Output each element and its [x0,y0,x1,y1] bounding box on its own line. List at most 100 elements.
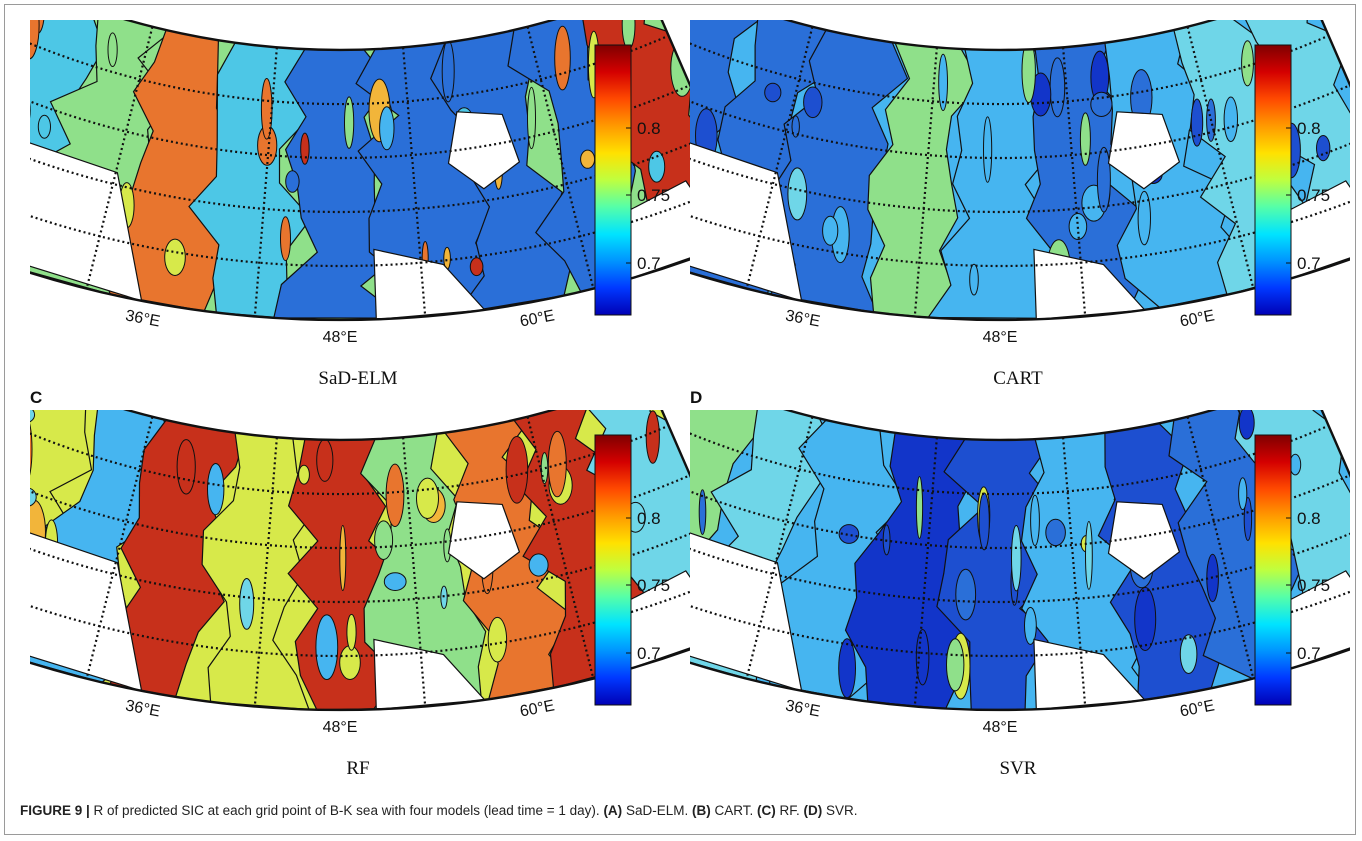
contour-blob [30,20,40,60]
contour-blob [554,25,571,91]
meridian-line [253,437,278,707]
meridian-line [1186,26,1255,289]
map-svg: 80°N78°N76°N74°N72°N70°N24°E36°E48°E60°E… [30,20,690,346]
latitude-line [690,474,1350,550]
latitude-line [30,142,690,214]
latitude-line [690,142,1350,214]
contour-blob [1241,40,1254,87]
contour-blob [527,86,536,150]
contour-blob [344,96,355,149]
longitude-label: 48°E [323,329,358,346]
land-mask [447,501,521,580]
contour-blob [698,489,707,535]
contour-blob [580,149,596,169]
map-svg: 80°N78°N76°N74°N72°N70°N24°E36°E48°E60°E… [690,20,1350,346]
contour-blob [441,40,455,103]
contour-blob [1238,477,1248,511]
contour-blob [260,78,273,140]
latitude-line [30,532,690,604]
contour-blob [764,82,782,103]
colorbar-tick-label: 0.75 [1297,186,1330,205]
contour-blob [300,132,310,165]
contour-blob [440,585,448,610]
panel-b: B 80°N78°N76°N74°N72°N70°N24°E36°E48°E60… [690,20,1350,400]
contour-blob [207,463,225,516]
longitude-label: 48°E [323,719,358,736]
contour-blob [1090,91,1113,118]
contour-blob [946,638,965,692]
contour-blob [1134,587,1157,651]
colorbar-gradient [1254,434,1292,706]
meridian-line [402,437,427,707]
model-title: SaD-ELM [318,368,398,389]
contour-blob [315,614,339,680]
colorbar: 0.8 0.75 0.7 [594,434,670,706]
meridian-line [253,47,278,317]
contour-blob [978,492,990,551]
contour-blob [30,410,36,425]
panel-c: C 80°N78°N76°N74°N72°N70°N24°E36°E48°E60… [30,388,690,790]
colorbar-gradient [594,44,632,316]
meridian-line [745,26,814,289]
contour-blob [316,438,334,482]
panel-d: D 80°N78°N76°N74°N72°N70°N24°E36°E48°E60… [690,388,1350,790]
contour-blob [983,116,993,183]
colorbar: 0.8 0.75 0.7 [594,44,670,316]
contour-field [30,20,690,320]
contour-blob [280,216,291,262]
contour-blob [838,638,857,699]
longitude-label: 36°E [784,307,821,330]
caption-tag-b: (B) [691,803,711,818]
contour-blob [339,645,361,681]
contour-blob [374,520,394,560]
caption-tag-d: (D) [803,803,823,818]
contour-blob [176,439,196,495]
colorbar-tick-label: 0.8 [637,119,661,138]
colorbar-gradient [594,434,632,706]
colorbar-tick-label: 0.7 [1297,254,1321,273]
contour-blob [30,416,33,482]
meridian-line [85,26,154,289]
contour-blob [955,568,977,621]
contour-blob [1030,494,1040,547]
colorbar-tick-label: 0.75 [1297,576,1330,595]
colorbar-tick-label: 0.8 [1297,509,1321,528]
colorbar-tick-label: 0.75 [637,186,670,205]
map-svg: 80°N78°N76°N74°N72°N70°N24°E36°E48°E60°E… [690,410,1350,736]
contour-blob [1179,634,1198,675]
contour-blob [416,477,439,520]
caption-part-b: CART. [710,803,757,818]
colorbar-tick-label: 0.7 [637,644,661,663]
figure-caption: FIGURE 9 | R of predicted SIC at each gr… [20,803,858,818]
contour-blob [37,114,51,139]
contour-blob [379,106,395,151]
caption-figure-label: FIGURE 9 | [20,803,90,818]
contour-blob [1223,96,1238,143]
meridian-line [526,26,595,289]
longitude-label: 36°E [784,697,821,720]
contour-blob [487,616,508,663]
contour-blob [838,524,860,544]
contour-blob [1190,98,1204,147]
panel-label: D [690,388,703,407]
contour-blob [1289,453,1302,476]
contour-blob [803,86,823,119]
longitude-label: 60°E [1179,307,1216,330]
contour-blob [1049,57,1066,118]
contour-blob [938,53,949,112]
latitude-line [30,84,690,160]
caption-text: R of predicted SIC at each grid point of… [89,803,604,818]
longitude-label: 60°E [1179,697,1216,720]
caption-tag-c: (C) [756,803,776,818]
contour-blob [787,167,808,221]
contour-blob [1045,518,1066,547]
contour-blob [164,238,186,277]
longitude-label: 48°E [983,329,1018,346]
panel-label: C [30,388,43,407]
land-mask [1107,501,1181,580]
map-outline [30,20,690,322]
contour-blob [645,410,660,464]
meridian-line [526,416,595,679]
longitude-label: 60°E [519,307,556,330]
colorbar-tick-label: 0.7 [1297,644,1321,663]
